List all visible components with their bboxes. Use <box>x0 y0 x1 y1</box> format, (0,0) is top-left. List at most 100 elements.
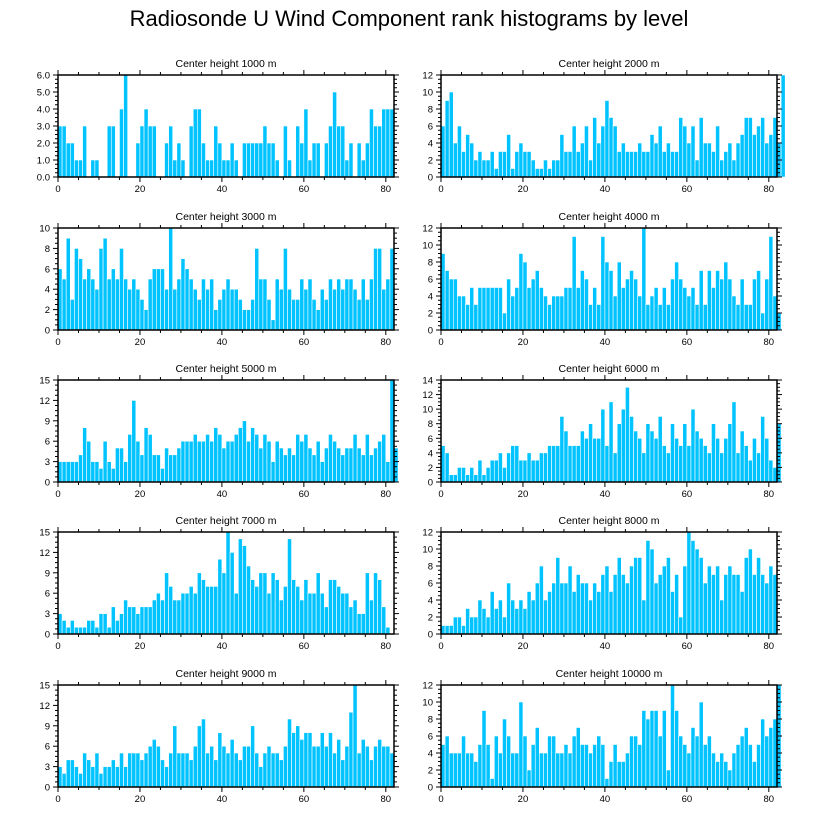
x-tick-label: 0 <box>438 184 443 195</box>
histogram-bar <box>633 278 638 331</box>
histogram-bar <box>291 732 296 788</box>
histogram-bar <box>201 579 206 635</box>
histogram-bar <box>469 467 475 483</box>
histogram-bar <box>666 769 671 788</box>
histogram-bar <box>180 440 186 483</box>
histogram-bar <box>328 434 333 483</box>
histogram-bar <box>666 142 671 178</box>
histogram-bar <box>452 142 458 178</box>
histogram-bar <box>473 761 479 788</box>
histogram-bar <box>147 606 153 635</box>
histogram-bar <box>270 572 276 635</box>
histogram-bar <box>518 701 524 788</box>
histogram-bar <box>94 461 100 483</box>
panel-title: Center height 2000 m <box>559 58 660 70</box>
histogram-bar <box>110 759 116 788</box>
histogram-bar <box>119 447 124 483</box>
histogram-panel: Center height 10000 m 0 20 40 60 80 0 2 4 6 8 10 12 <box>422 668 782 805</box>
histogram-bar <box>526 591 532 635</box>
y-tick-label: 4 <box>428 749 433 760</box>
histogram-bar <box>674 151 679 178</box>
histogram-bar <box>295 299 301 331</box>
histogram-bar <box>205 159 210 178</box>
histogram-bar <box>506 278 511 331</box>
histogram-bar <box>657 416 663 483</box>
histogram-bar <box>139 125 145 178</box>
histogram-bar <box>119 613 124 635</box>
histogram-bar <box>151 599 157 635</box>
histogram-bar <box>674 261 679 331</box>
histogram-bar <box>534 582 540 635</box>
histogram-bar <box>657 125 663 178</box>
histogram-bar <box>580 270 585 331</box>
histogram-bar <box>592 744 598 788</box>
histogram-bar <box>201 278 206 331</box>
histogram-bar <box>192 108 198 178</box>
histogram-bar <box>493 459 499 483</box>
histogram-bar <box>324 299 329 331</box>
histogram-bar <box>686 531 692 635</box>
histogram-bar <box>629 416 634 483</box>
histogram-bar <box>225 440 231 483</box>
histogram-bar <box>250 725 255 788</box>
histogram-bar <box>690 287 696 331</box>
y-tick-label: 4 <box>428 139 433 150</box>
histogram-bar <box>448 625 454 635</box>
histogram-bar <box>90 461 96 483</box>
histogram-bar <box>295 434 301 483</box>
histogram-bar <box>666 452 671 483</box>
y-tick-label: 2.0 <box>37 139 50 150</box>
histogram-bar <box>600 125 606 178</box>
histogram-bar <box>506 582 511 635</box>
histogram-bar <box>760 718 766 788</box>
histogram-bar <box>352 599 358 635</box>
histogram-bar <box>311 142 317 178</box>
histogram-bar <box>686 142 692 178</box>
histogram-bar <box>534 168 540 178</box>
histogram-bar <box>580 744 585 788</box>
histogram-bar <box>485 159 491 178</box>
histogram-bar <box>743 727 749 788</box>
histogram-bar <box>735 142 741 178</box>
histogram-bar <box>481 710 487 788</box>
histogram-bar <box>592 287 598 331</box>
histogram-bar <box>678 117 684 178</box>
histogram-bar <box>760 117 766 178</box>
histogram-bar <box>348 278 354 331</box>
histogram-bar <box>98 613 104 635</box>
histogram-bar <box>356 613 362 635</box>
histogram-bar <box>555 752 561 788</box>
histogram-bar <box>69 620 75 635</box>
x-tick-label: 40 <box>600 184 611 195</box>
histogram-bar <box>702 582 708 635</box>
histogram-bar <box>176 142 182 178</box>
histogram-bar <box>514 752 520 788</box>
histogram-bar <box>283 125 288 178</box>
histogram-bar <box>266 299 272 331</box>
histogram-bar <box>123 278 128 331</box>
histogram-bar <box>217 732 223 788</box>
histogram-bar <box>65 237 71 331</box>
x-tick-label: 20 <box>135 337 146 348</box>
histogram-bar <box>723 261 729 331</box>
histogram-bar <box>559 416 565 483</box>
histogram-bar <box>477 459 483 483</box>
x-tick-label: 60 <box>299 641 310 652</box>
histogram-bar <box>625 386 630 483</box>
histogram-bar <box>457 295 462 331</box>
panel-title: Center height 5000 m <box>176 363 277 375</box>
histogram-bar <box>266 592 272 635</box>
histogram-bar <box>151 268 157 331</box>
y-tick-label: 6 <box>428 434 433 445</box>
histogram-bar <box>612 574 618 635</box>
histogram-bar <box>270 319 276 331</box>
histogram-bar <box>616 557 622 635</box>
histogram-bar <box>661 710 667 788</box>
histogram-bar <box>666 304 671 331</box>
histogram-bar <box>493 735 499 788</box>
histogram-bar <box>694 159 700 178</box>
histogram-bar <box>707 735 712 788</box>
histogram-bar <box>637 557 643 635</box>
histogram-bar <box>493 168 499 178</box>
histogram-bar <box>596 437 602 483</box>
